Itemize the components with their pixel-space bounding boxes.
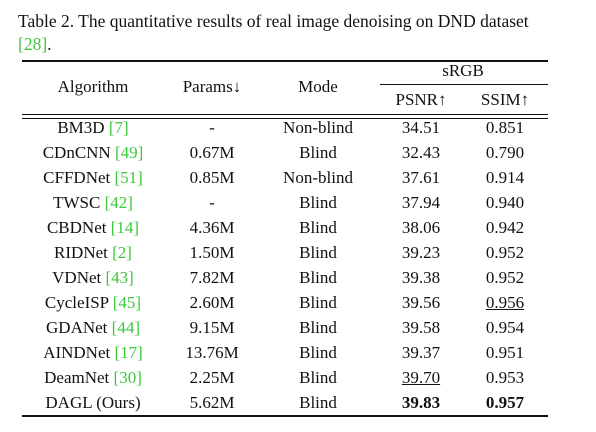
algorithm-name: DeamNet [44, 368, 110, 387]
citation: [51] [114, 168, 143, 187]
mode-cell: Blind [299, 143, 337, 162]
header-rule [22, 114, 548, 115]
psnr-cell: 37.61 [401, 168, 441, 187]
ssim-cell: 0.954 [485, 318, 525, 337]
top-rule [22, 60, 548, 62]
bottom-rule [22, 415, 548, 417]
psnr-cell: 37.94 [401, 193, 441, 212]
citation: [17] [114, 343, 143, 362]
algorithm-name: TWSC [53, 193, 101, 212]
ssim-cell: 0.914 [485, 168, 525, 187]
header-cell: sRGB [442, 61, 484, 80]
ssim-cell: 0.953 [485, 368, 525, 387]
mode-cell: Non-blind [283, 118, 353, 137]
header-cell: Params↓ [182, 77, 242, 96]
caption-text: Table 2. The quantitative results of rea… [18, 11, 529, 31]
params-cell: 9.15M [189, 318, 235, 337]
ssim-cell: 0.942 [485, 218, 525, 237]
params-cell: 7.82M [189, 268, 235, 287]
psnr-cell: 39.38 [401, 268, 441, 287]
ssim-cell: 0.952 [485, 268, 525, 287]
params-cell: 4.36M [189, 218, 235, 237]
algorithm-name: CBDNet [46, 218, 107, 237]
header-cell: Mode [298, 77, 338, 96]
ssim-cell: 0.951 [485, 343, 525, 362]
mode-cell: Non-blind [283, 168, 353, 187]
mode-cell: Blind [299, 393, 337, 412]
algorithm-name: AINDNet [43, 343, 111, 362]
mode-cell: Blind [299, 193, 337, 212]
params-cell: 0.67M [189, 143, 235, 162]
header-rule [22, 118, 548, 119]
ssim-cell: 0.952 [485, 243, 525, 262]
mode-cell: Blind [299, 368, 337, 387]
citation: [44] [111, 318, 140, 337]
ssim-cell: 0.956 [485, 293, 525, 312]
algorithm-name: DAGL (Ours) [45, 393, 141, 412]
algorithm-name: RIDNet [54, 243, 108, 262]
params-cell: 0.85M [189, 168, 235, 187]
mode-cell: Blind [299, 293, 337, 312]
caption-end: . [47, 34, 52, 54]
algorithm-name: VDNet [52, 268, 102, 287]
psnr-cell: 39.70 [401, 368, 441, 387]
header-cell: PSNR↑ [395, 90, 447, 109]
citation: [7] [108, 118, 129, 137]
mode-cell: Blind [299, 318, 337, 337]
ssim-cell: 0.940 [485, 193, 525, 212]
params-cell: 13.76M [185, 343, 239, 362]
params-cell: 2.60M [189, 293, 235, 312]
citation: [49] [114, 143, 144, 162]
psnr-cell: 32.43 [401, 143, 441, 162]
ssim-cell: 0.851 [485, 118, 525, 137]
mode-cell: Blind [299, 268, 337, 287]
mode-cell: Blind [299, 243, 337, 262]
params-cell: 2.25M [189, 368, 235, 387]
ssim-cell: 0.790 [485, 143, 525, 162]
psnr-cell: 39.83 [401, 393, 441, 412]
caption: Table 2. The quantitative results of rea… [18, 10, 548, 56]
params-cell: 5.62M [189, 393, 235, 412]
citation: [45] [112, 293, 142, 312]
algorithm-name: GDANet [46, 318, 108, 337]
ssim-cell: 0.957 [485, 393, 525, 412]
algorithm-cell: TWSC [42] [53, 193, 133, 213]
mode-cell: Blind [299, 218, 337, 237]
psnr-cell: 39.23 [401, 243, 441, 262]
mode-cell: Blind [299, 343, 337, 362]
psnr-cell: 38.06 [401, 218, 441, 237]
algorithm-cell: CycleISP [45] [45, 293, 141, 313]
psnr-cell: 39.56 [401, 293, 441, 312]
algorithm-name: BM3D [57, 118, 105, 137]
citation: [2] [112, 243, 132, 262]
header-cell: Algorithm [57, 77, 129, 96]
algorithm-cell: DAGL (Ours) [45, 393, 140, 413]
algorithm-cell: RIDNet [2] [54, 243, 132, 263]
algorithm-cell: DeamNet [30] [44, 368, 142, 388]
caption-ref: [28] [18, 34, 48, 54]
citation: [30] [113, 368, 142, 387]
header-cell: SSIM↑ [480, 90, 530, 109]
algorithm-cell: VDNet [43] [52, 268, 134, 288]
algorithm-cell: CBDNet [14] [47, 218, 139, 238]
psnr-cell: 39.37 [401, 343, 441, 362]
algorithm-name: CycleISP [44, 293, 109, 312]
psnr-cell: 34.51 [401, 118, 441, 137]
algorithm-name: CFFDNet [43, 168, 111, 187]
algorithm-cell: CFFDNet [51] [43, 168, 143, 188]
citation: [14] [110, 218, 140, 237]
psnr-cell: 39.58 [401, 318, 441, 337]
params-cell: - [209, 118, 215, 137]
params-cell: - [209, 193, 215, 212]
citation: [42] [104, 193, 133, 212]
params-cell: 1.50M [189, 243, 235, 262]
algorithm-cell: CDnCNN [49] [43, 143, 144, 163]
group-rule [380, 84, 548, 85]
algorithm-cell: AINDNet [17] [43, 343, 143, 363]
algorithm-cell: BM3D [7] [57, 118, 128, 138]
citation: [43] [105, 268, 134, 287]
algorithm-cell: GDANet [44] [46, 318, 140, 338]
algorithm-name: CDnCNN [42, 143, 111, 162]
